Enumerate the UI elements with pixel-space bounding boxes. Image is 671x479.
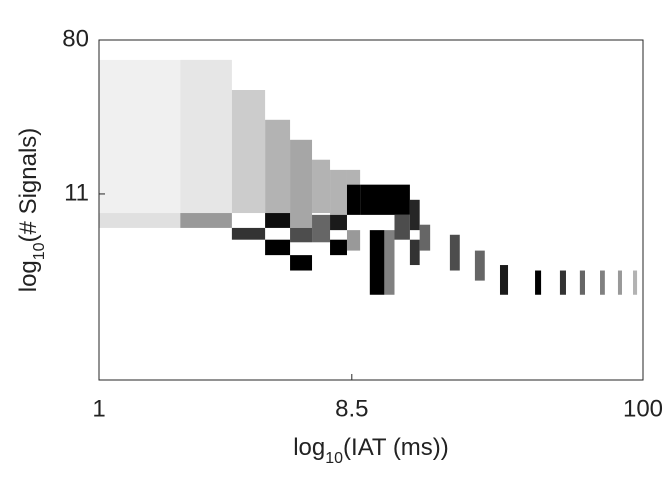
x-label-subscript: 10 <box>325 450 343 467</box>
heatmap-cell <box>369 230 385 295</box>
heatmap-cell <box>535 270 542 295</box>
heatmap-cell <box>290 139 313 228</box>
y-tick-label: 11 <box>64 179 89 206</box>
heatmap-cell <box>99 59 181 214</box>
heatmap-cell <box>579 270 585 295</box>
heatmap-cell <box>346 169 361 185</box>
heatmap-cell <box>409 239 420 266</box>
x-tick-label: 100 <box>623 395 663 422</box>
heatmap-cell <box>346 230 361 251</box>
plot-frame <box>98 39 644 381</box>
heatmap-cell <box>449 234 460 271</box>
heatmap-cell <box>499 265 509 295</box>
heatmap-cell <box>346 184 361 215</box>
y-axis-label: log10(# Signals) <box>15 128 48 293</box>
heatmap-cell <box>419 224 431 251</box>
heatmap-cell <box>265 213 291 228</box>
heatmap-cells <box>99 59 638 295</box>
x-axis-label: log10(IAT (ms)) <box>293 434 449 467</box>
x-tick-label: 1 <box>92 395 105 422</box>
heatmap-cell <box>231 89 266 214</box>
heatmap-cell <box>231 227 266 240</box>
heatmap-cell <box>330 169 347 215</box>
heatmap-cell <box>330 239 347 256</box>
heatmap-cell <box>394 214 410 240</box>
heatmap-cell <box>360 184 410 215</box>
heatmap-cell <box>474 250 485 281</box>
heatmap-cell <box>265 119 291 214</box>
y-label-subscript: 10 <box>31 242 48 260</box>
y-tick-label: 80 <box>62 25 89 52</box>
y-label-suffix: (# Signals) <box>15 128 42 243</box>
x-tick-label: 8.5 <box>335 395 368 422</box>
heatmap-cell <box>180 213 232 228</box>
heatmap-cell <box>330 214 347 231</box>
heatmap-cell <box>312 214 331 243</box>
heatmap-cell <box>99 213 181 228</box>
heatmap-cell <box>633 270 638 295</box>
heatmap-cell <box>559 270 566 295</box>
heatmap-cell <box>265 239 291 256</box>
heatmap-cell <box>600 270 605 295</box>
heatmap-cell <box>180 59 232 214</box>
heatmap-cell <box>409 199 420 231</box>
y-label-prefix: log <box>15 260 42 292</box>
heatmap-cell <box>312 159 331 214</box>
heatmap-cell <box>290 227 313 243</box>
heatmap-cell <box>617 270 622 295</box>
heatmap-cell <box>290 255 313 271</box>
x-label-suffix: (IAT (ms)) <box>343 434 449 461</box>
heatmap-cell <box>384 230 395 295</box>
x-label-prefix: log <box>293 434 325 461</box>
